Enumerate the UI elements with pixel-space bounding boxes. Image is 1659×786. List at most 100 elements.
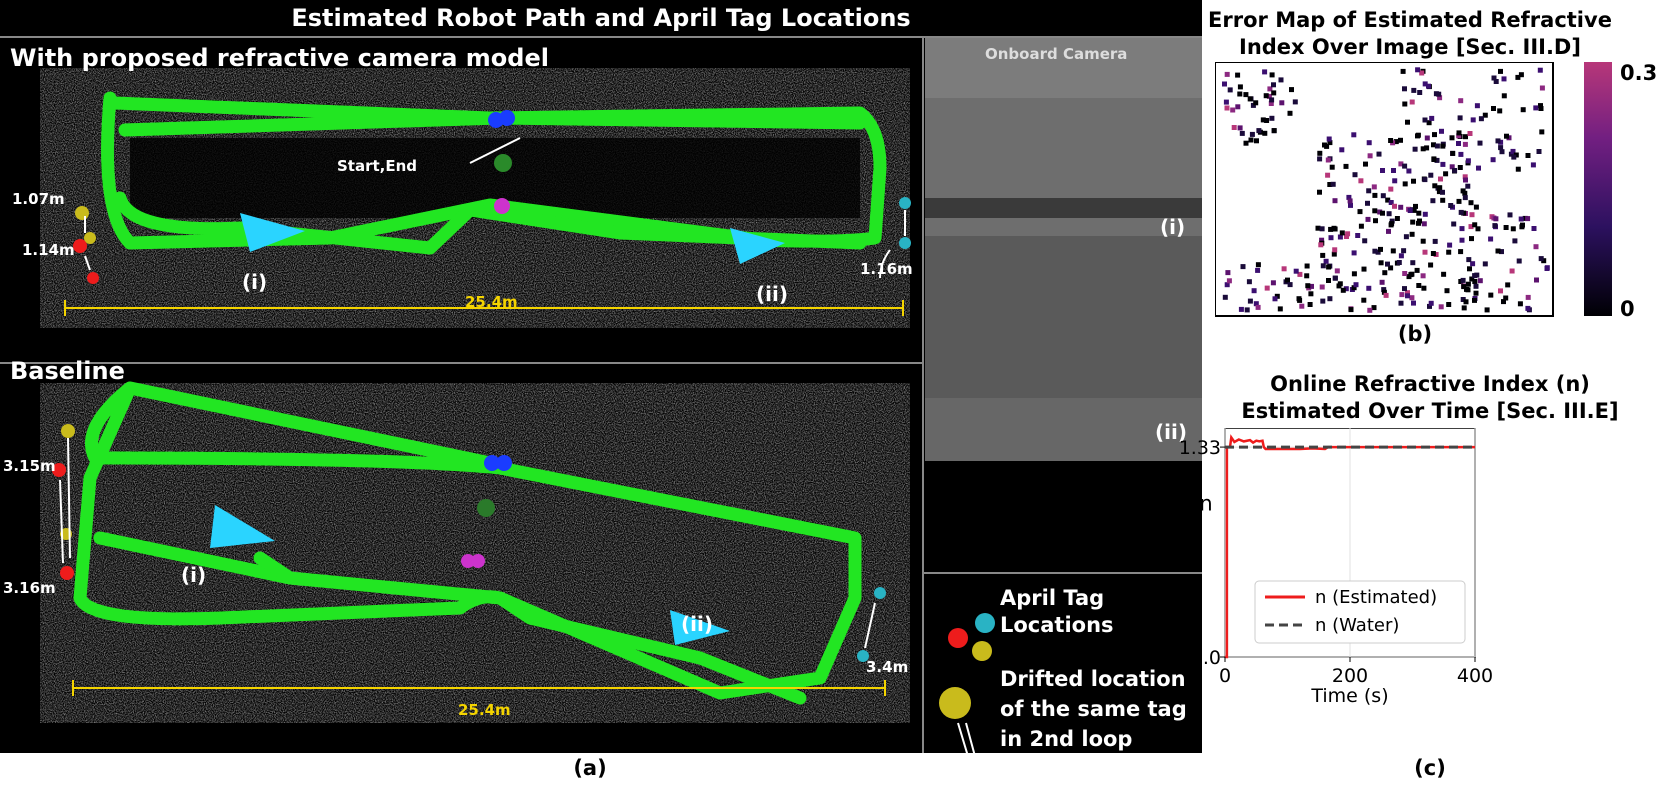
heatmap-point (1339, 147, 1345, 153)
heatmap-point (1305, 283, 1311, 289)
heatmap-point (1412, 146, 1418, 152)
heatmap-point (1482, 112, 1488, 118)
heatmap-point (1459, 237, 1465, 243)
heatmap-point (1428, 300, 1434, 306)
heatmap-point (1456, 133, 1462, 139)
heatmap-point (1243, 140, 1249, 146)
heatmap-point (1458, 98, 1464, 104)
heatmap-point (1518, 216, 1524, 222)
heatmap-point (1378, 260, 1384, 266)
heatmap-point (1398, 137, 1403, 143)
heatmap-point (1223, 99, 1229, 105)
heatmap-point (1431, 142, 1436, 148)
heatmap-point (1525, 294, 1531, 300)
heatmap-point (1438, 304, 1444, 310)
heatmap-point (1432, 132, 1437, 138)
heatmap-point (1332, 275, 1338, 281)
heatmap-point (1510, 226, 1516, 232)
heatmap-point (1422, 177, 1428, 183)
heatmap-point (1402, 286, 1407, 292)
heatmap-point (1317, 150, 1323, 156)
heatmap-point (1405, 290, 1410, 296)
heatmap-point (1495, 248, 1501, 254)
heatmap-point (1309, 283, 1314, 289)
heatmap-point (1416, 283, 1422, 288)
y-tick-label: 1.0 (1191, 647, 1221, 669)
heatmap-point (1410, 219, 1416, 225)
heatmap-point (1477, 278, 1483, 284)
heatmap-point (1467, 131, 1473, 136)
heatmap-point (1505, 282, 1511, 288)
heatmap-point (1240, 264, 1246, 270)
heatmap-point (1407, 208, 1413, 213)
heatmap-point (1537, 67, 1543, 73)
heatmap-point (1264, 285, 1270, 291)
heatmap-point (1440, 143, 1446, 149)
heatmap-point (1490, 157, 1496, 163)
legend-drift-text: Drifted location of the same tag in 2nd … (1000, 664, 1187, 754)
heatmap-point (1456, 130, 1462, 136)
heatmap-point (1320, 252, 1326, 258)
heatmap-point (1409, 99, 1415, 105)
heatmap-point (1498, 145, 1504, 151)
heatmap-point (1304, 273, 1310, 279)
heatmap-point (1492, 223, 1498, 229)
heatmap-point (1422, 117, 1428, 123)
top-scale-label: 25.4m (465, 293, 518, 311)
heatmap-point (1319, 237, 1325, 243)
heatmap-point (1420, 273, 1426, 279)
heatmap-point (1380, 168, 1385, 173)
heatmap-point (1281, 266, 1287, 272)
heatmap-point (1249, 131, 1255, 137)
heatmap-point (1327, 296, 1333, 302)
heatmap-point (1361, 266, 1367, 272)
heatmap-point (1255, 262, 1261, 268)
heatmap-point (1465, 281, 1471, 287)
x-tick-label: 0 (1219, 665, 1231, 687)
heatmap-point (1462, 190, 1468, 196)
heatmap-point (1491, 75, 1497, 81)
heatmap-point (1366, 140, 1372, 146)
heatmap-point (1531, 226, 1537, 231)
heatmap-point (1462, 141, 1468, 147)
heatmap-point (1398, 253, 1404, 259)
heatmap-point (1493, 216, 1499, 222)
legend-label: n (Water) (1315, 615, 1399, 636)
heatmap-point (1472, 222, 1478, 228)
heatmap-point (1520, 107, 1526, 113)
heatmap-point (1465, 158, 1471, 164)
heatmap-point (1351, 271, 1357, 277)
heatmap-point (1386, 228, 1391, 234)
heatmap-point (1516, 258, 1522, 264)
heatmap-point (1222, 81, 1227, 87)
heatmap-point (1409, 231, 1415, 237)
heatmap-point (1268, 101, 1274, 106)
heatmap-point (1332, 198, 1338, 204)
top-marker-ii: (ii) (756, 282, 788, 306)
heatmap-point (1446, 302, 1452, 307)
caption-c: (c) (1414, 756, 1446, 780)
heatmap-point (1474, 103, 1480, 109)
heatmap-point (1317, 156, 1323, 162)
heatmap-point (1377, 209, 1383, 215)
heatmap-point (1287, 110, 1293, 116)
heatmap-point (1315, 225, 1321, 231)
heatmap-point (1462, 195, 1468, 201)
heatmap-point (1358, 223, 1364, 229)
heatmap-point (1299, 303, 1305, 309)
heatmap-point (1473, 204, 1479, 210)
heatmap-point (1473, 283, 1479, 289)
heatmap-point (1326, 264, 1332, 270)
heatmap-point (1405, 293, 1410, 299)
heatmap-point (1434, 143, 1440, 149)
top-arrows (84, 137, 906, 279)
caption-a: (a) (573, 756, 607, 780)
heatmap-point (1351, 285, 1357, 291)
heatmap-point (1504, 133, 1509, 139)
heatmap-point (1440, 161, 1446, 167)
heatmap-point (1511, 154, 1517, 160)
heatmap-point (1327, 182, 1333, 187)
heatmap-point (1373, 218, 1378, 224)
heatmap-point (1244, 307, 1250, 313)
heatmap-point (1409, 271, 1415, 277)
